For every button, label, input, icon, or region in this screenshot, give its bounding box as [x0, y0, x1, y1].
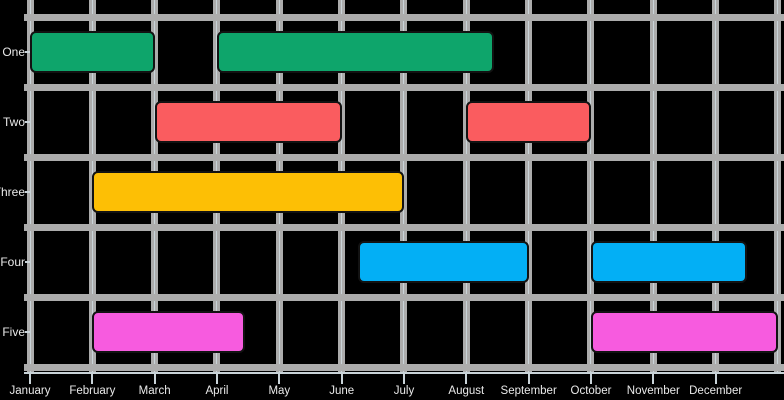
- x-axis-label: November: [626, 385, 680, 397]
- gantt-bar-two-2: [466, 100, 591, 143]
- y-axis-label: Four: [0, 254, 25, 269]
- month-gridline-core: [465, 0, 467, 374]
- y-axis-label: Three: [0, 184, 25, 199]
- x-axis-label: July: [393, 385, 415, 397]
- month-gridline-core: [590, 0, 592, 374]
- month-gridline-core: [715, 0, 717, 374]
- gantt-bar-five-1: [92, 310, 246, 353]
- row-gridline: [24, 83, 784, 91]
- x-axis-tick: [340, 374, 343, 384]
- x-axis-line: [24, 372, 784, 374]
- row-gridline: [24, 293, 784, 301]
- row-gridline: [24, 223, 784, 231]
- y-axis-tick: [25, 330, 30, 333]
- y-axis-tick: [25, 120, 30, 123]
- x-axis-tick: [91, 374, 94, 384]
- x-axis-label: January: [9, 385, 51, 397]
- x-axis-label: April: [205, 385, 229, 397]
- month-gridline-core: [528, 0, 530, 374]
- x-axis-tick: [652, 374, 655, 384]
- x-axis-label: December: [689, 385, 743, 397]
- x-axis-label: February: [69, 385, 116, 397]
- x-axis-tick: [402, 374, 405, 384]
- x-axis-label: June: [329, 385, 355, 397]
- x-axis-tick: [153, 374, 156, 384]
- month-gridline-core: [403, 0, 405, 374]
- gantt-bar-four-1: [358, 240, 529, 283]
- y-axis-tick: [25, 190, 30, 193]
- y-axis-tick: [25, 260, 30, 263]
- gantt-bar-three-1: [92, 170, 404, 213]
- gantt-bar-one-2: [216, 31, 495, 73]
- month-gridline-core: [777, 0, 779, 374]
- row-gridline: [24, 13, 784, 21]
- gantt-bar-four-2: [590, 240, 747, 283]
- x-axis-tick: [215, 374, 218, 384]
- y-axis-label: One: [2, 45, 25, 59]
- y-axis-label: Two: [2, 114, 25, 129]
- y-axis-label: Five: [2, 324, 25, 339]
- x-axis-tick: [527, 374, 530, 384]
- x-axis-tick: [465, 374, 468, 384]
- x-axis-tick: [29, 374, 31, 384]
- month-gridline-core: [652, 0, 654, 374]
- month-gridline-core: [29, 0, 31, 374]
- x-axis-label: March: [138, 385, 171, 397]
- x-axis-label: September: [500, 385, 557, 397]
- x-axis-tick: [278, 374, 281, 384]
- x-axis-label: October: [570, 385, 612, 397]
- gantt-bar-five-2: [590, 310, 778, 353]
- x-axis-tick: [589, 374, 592, 384]
- row-gridline: [24, 363, 784, 371]
- row-gridline: [24, 153, 784, 161]
- y-axis-tick: [25, 51, 30, 53]
- gantt-bar-two-1: [154, 100, 342, 143]
- x-axis-tick: [714, 374, 717, 384]
- gantt-bar-one-1: [30, 31, 155, 73]
- x-axis-label: August: [448, 385, 485, 397]
- x-axis-label: May: [268, 385, 291, 397]
